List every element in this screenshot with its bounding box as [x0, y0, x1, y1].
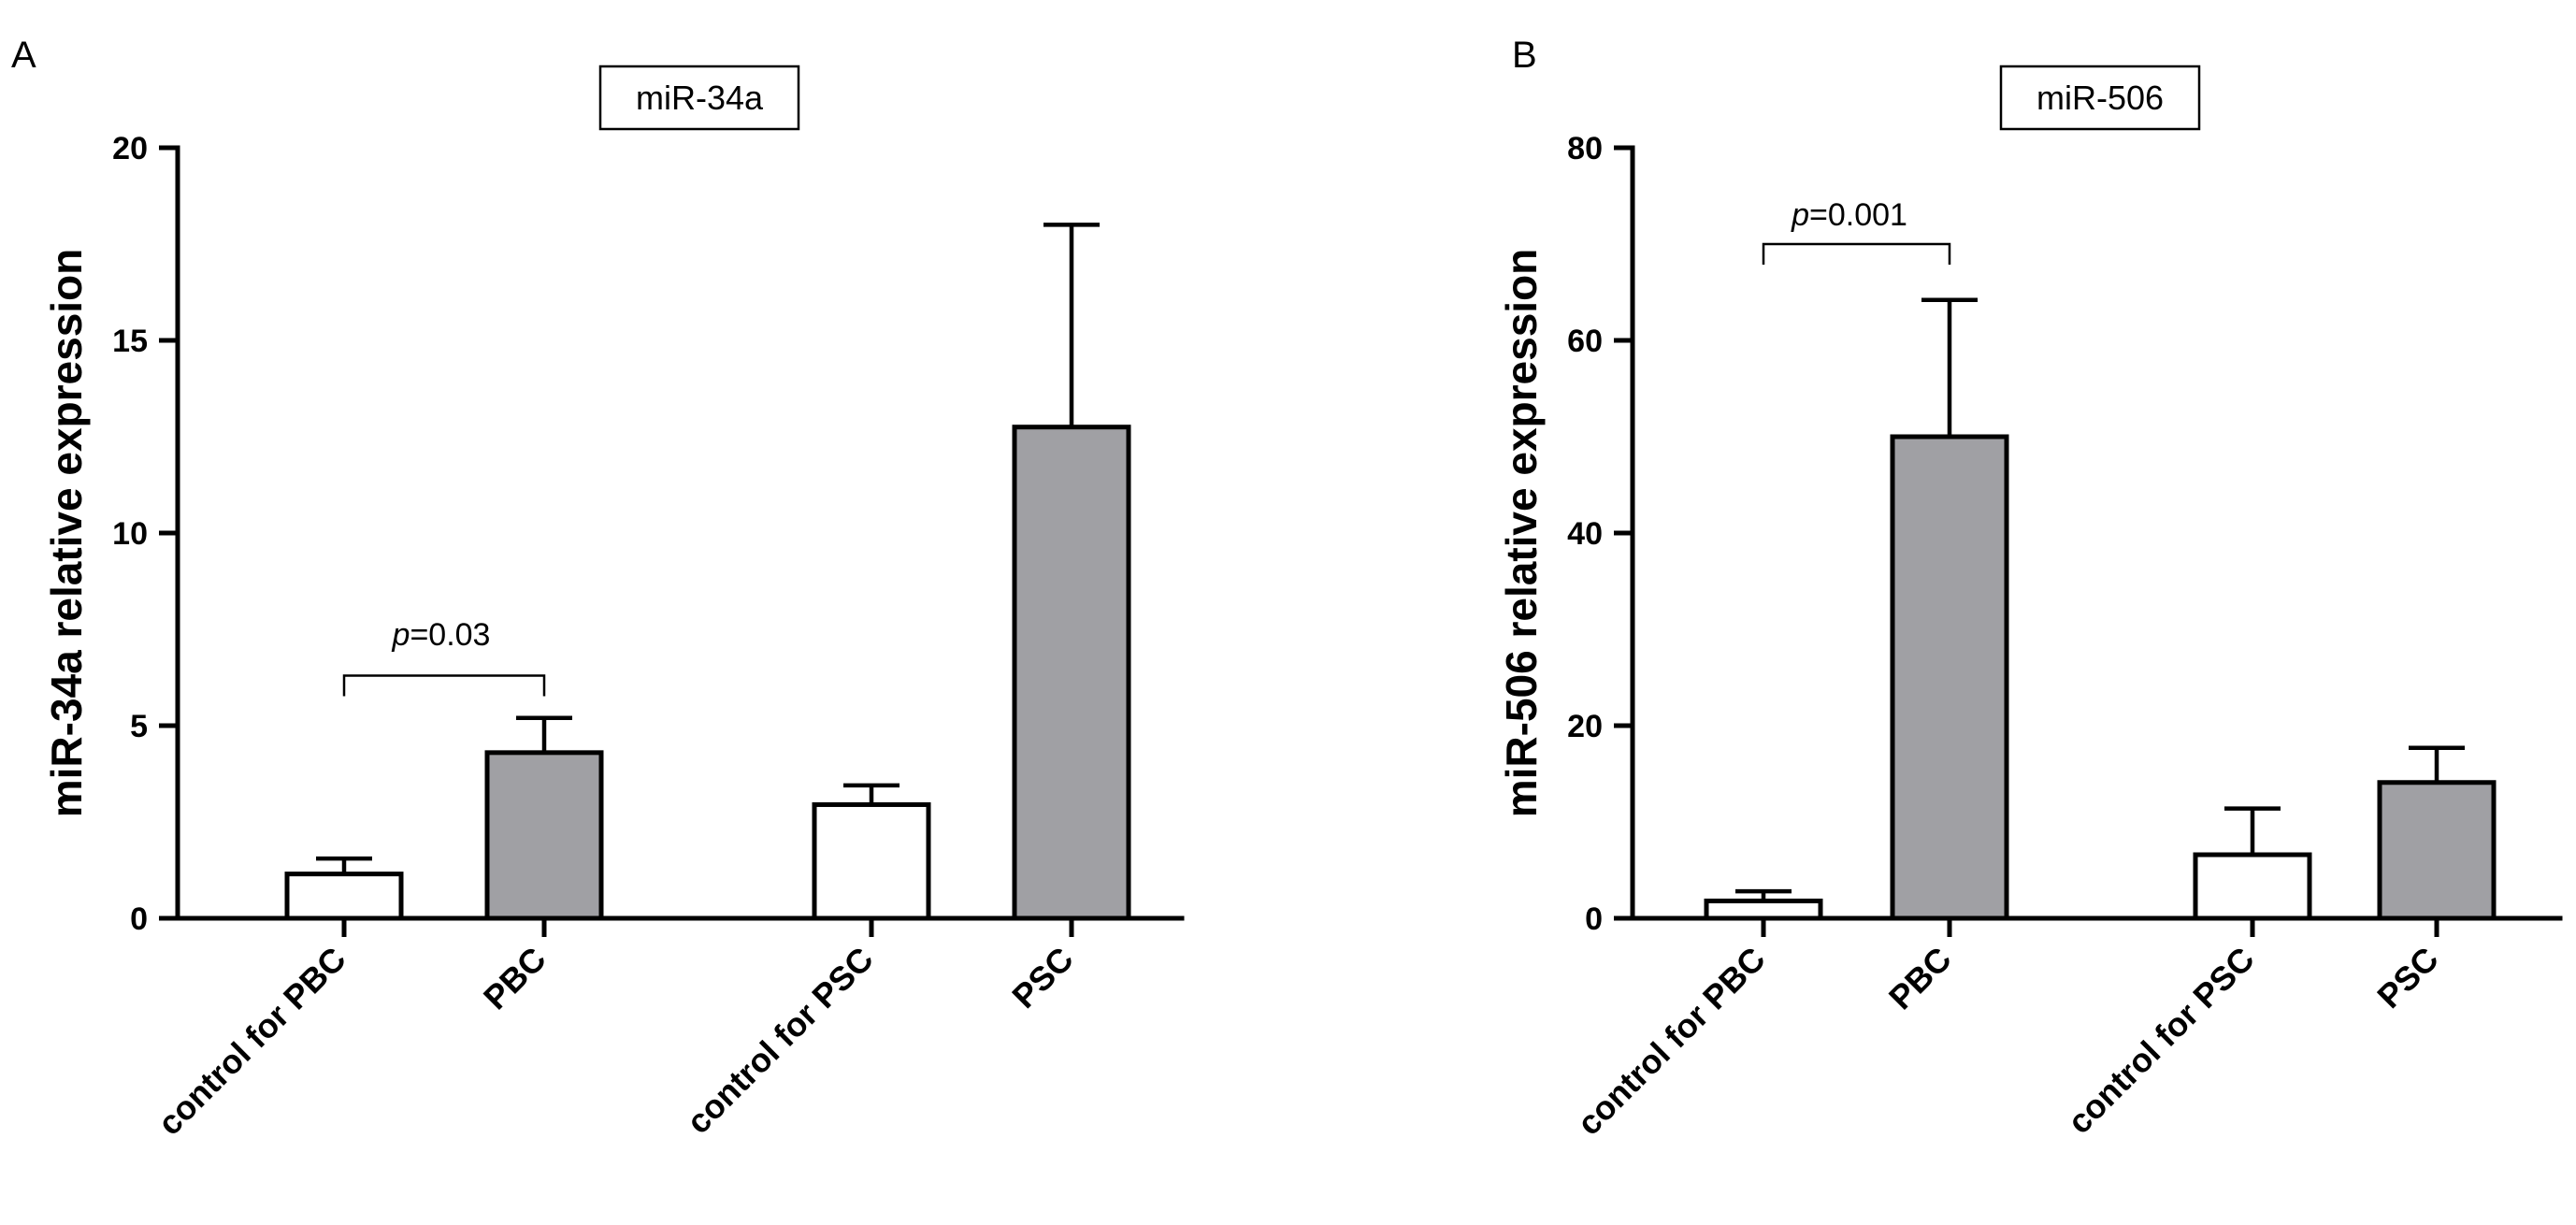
bar-b — [2377, 780, 2497, 921]
significance-bracket-a — [342, 674, 546, 697]
category-label-a: PBC — [476, 940, 554, 1017]
panel-a: A miR-34a miR-34a relative expression 0 5… — [11, 35, 1185, 1143]
y-tick-label-b: 0 — [1585, 901, 1603, 937]
p-value-label-b: p=0.001 — [1791, 197, 1907, 233]
y-ticks-b: 0 20 40 60 80 — [1567, 131, 2563, 937]
bar-a — [812, 801, 931, 921]
category-label-a: PSC — [1004, 940, 1080, 1016]
bar-a — [484, 750, 604, 921]
y-tick-label-b: 40 — [1567, 516, 1603, 552]
y-tick-label-a: 10 — [112, 516, 148, 552]
y-axis-label-b: miR-506 relative expression — [1497, 249, 1546, 818]
bar-b — [1704, 898, 1823, 921]
panel-letter-b: B — [1512, 35, 1537, 76]
significance-a: p=0.03 — [342, 617, 546, 697]
significance-b: p=0.001 — [1762, 197, 1951, 265]
y-tick-label-b: 60 — [1567, 324, 1603, 359]
bar-a — [1012, 425, 1131, 921]
p-value-a: =0.03 — [410, 617, 490, 653]
category-label-b: control for PSC — [2060, 940, 2262, 1142]
panel-letter-a: A — [11, 35, 36, 76]
y-tick-label-a: 15 — [112, 324, 148, 359]
title-box-b — [1999, 65, 2201, 131]
p-value-label-a: p=0.03 — [392, 617, 491, 653]
y-tick-label-a: 5 — [130, 709, 148, 744]
chart-title-a: miR-34a — [636, 79, 764, 117]
chart-title-b: miR-506 — [2036, 79, 2164, 117]
y-ticks-a: 0 5 10 15 20 — [112, 131, 1185, 937]
bar-a — [284, 872, 404, 921]
bar-b — [2193, 852, 2312, 921]
category-label-a: control for PBC — [151, 940, 353, 1143]
y-tick-label-b: 80 — [1567, 131, 1603, 166]
category-label-a: control for PSC — [679, 940, 881, 1142]
p-symbol-b: p — [1791, 197, 1809, 233]
bars-b — [1704, 297, 2497, 921]
significance-bracket-b — [1762, 242, 1951, 265]
p-value-b: =0.001 — [1809, 197, 1907, 233]
x-tick-labels-a: control for PBC PBC control for PSC PSC — [151, 940, 1081, 1143]
bar-b — [1890, 434, 2009, 921]
category-label-b: control for PBC — [1570, 940, 1773, 1143]
y-tick-label-b: 20 — [1567, 709, 1603, 744]
y-axis-label-a: miR-34a relative expression — [42, 249, 91, 818]
title-box-a — [598, 65, 800, 131]
category-label-b: PBC — [1881, 940, 1959, 1017]
p-symbol-a: p — [392, 617, 410, 653]
panel-b: B miR-506 miR-506 relative expression 0 2… — [1497, 35, 2563, 1143]
y-tick-label-a: 20 — [112, 131, 148, 166]
y-tick-label-a: 0 — [130, 901, 148, 937]
x-tick-labels-b: control for PBC PBC control for PSC PSC — [1570, 940, 2446, 1143]
bars-a — [284, 223, 1131, 921]
category-label-b: PSC — [2369, 940, 2445, 1016]
